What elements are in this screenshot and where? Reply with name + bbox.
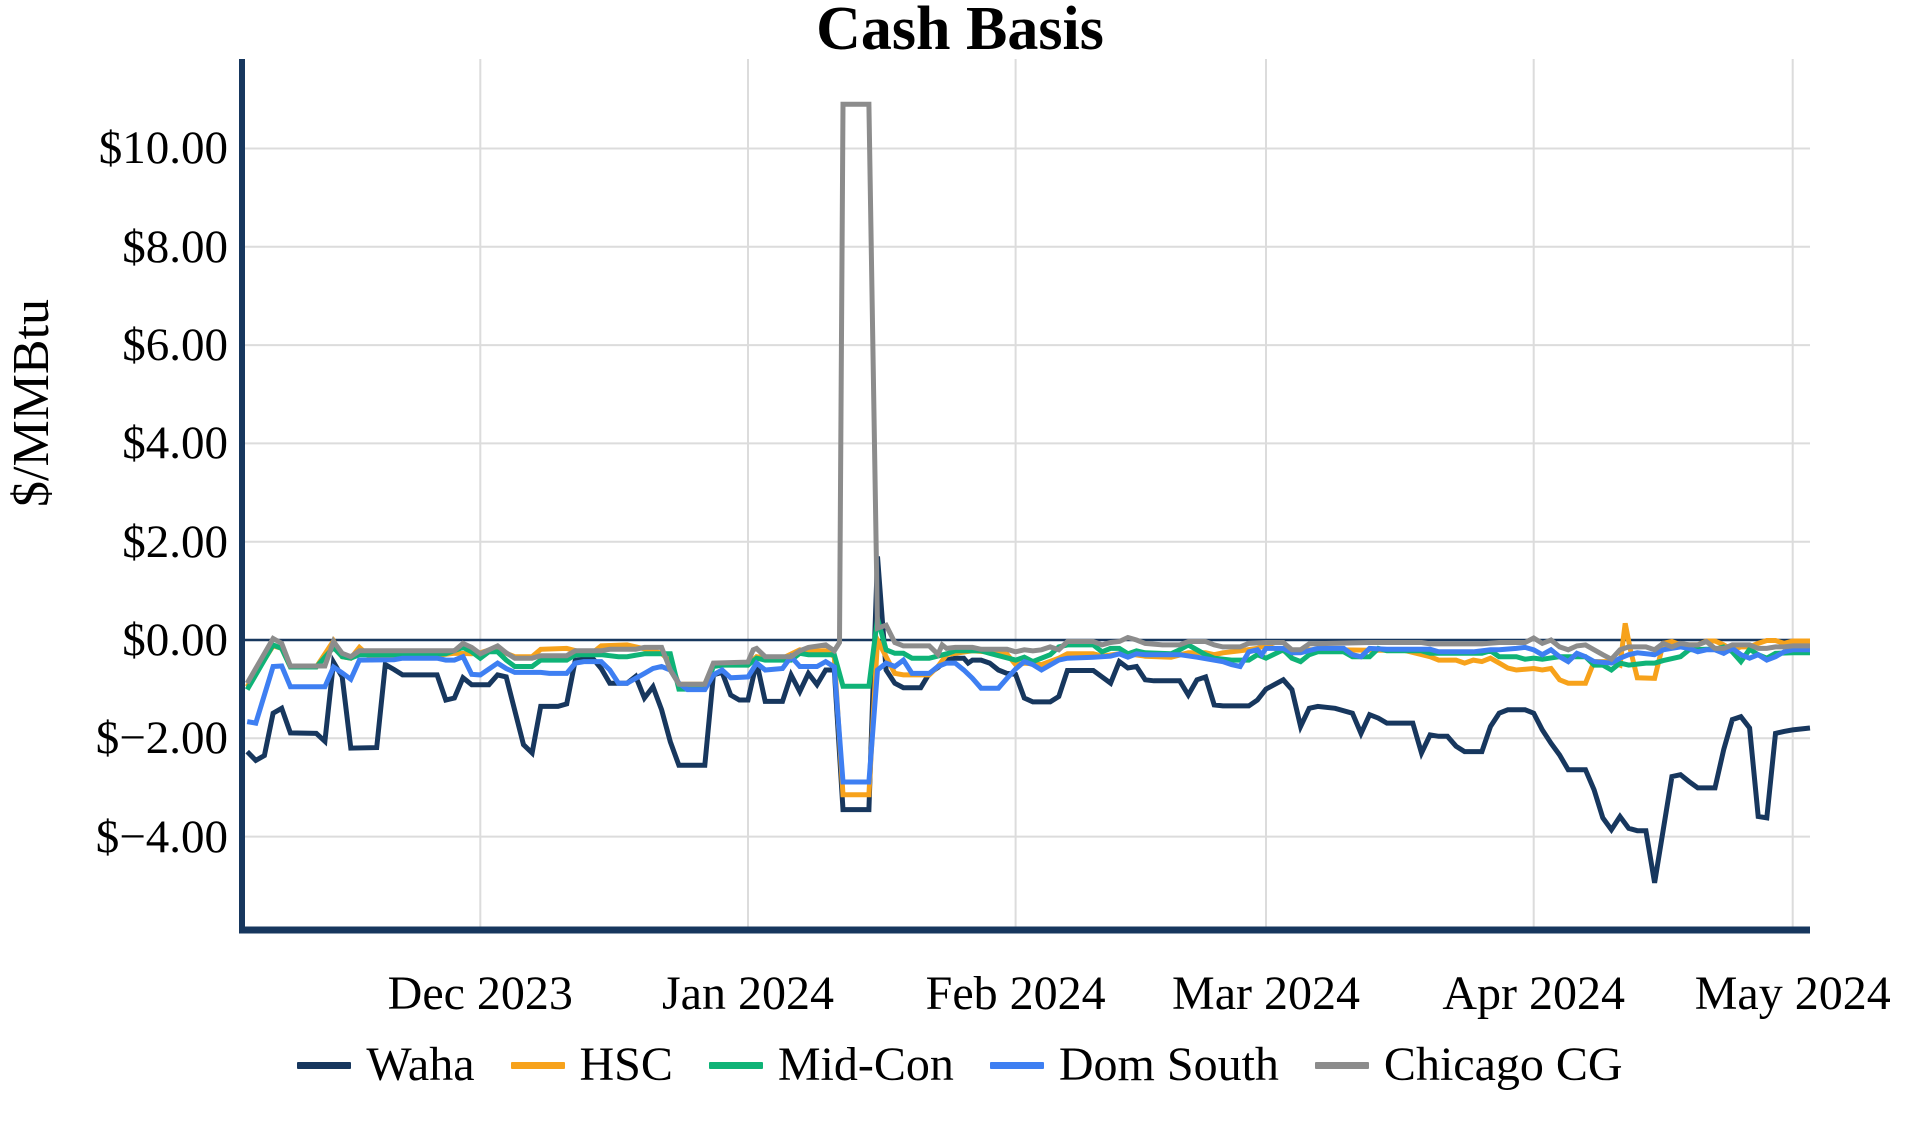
y-tick-label: $0.00	[122, 613, 228, 666]
x-tick-label: Jan 2024	[661, 967, 834, 1020]
y-tick-label: $6.00	[122, 319, 228, 372]
legend-swatch-hsc	[510, 1061, 565, 1069]
series-line-waha	[245, 556, 1811, 884]
x-tick-label: Dec 2023	[387, 967, 573, 1020]
x-tick-label: Feb 2024	[925, 967, 1106, 1020]
legend-item-midcon: Mid-Con	[708, 1036, 954, 1094]
legend-label-midcon: Mid-Con	[777, 1038, 954, 1091]
legend: Waha HSC Mid-Con Dom South Chicago CG	[0, 1036, 1920, 1094]
x-tick-label: Apr 2024	[1442, 967, 1626, 1020]
legend-swatch-chicago	[1314, 1061, 1369, 1069]
legend-label-waha: Waha	[366, 1038, 475, 1091]
y-tick-label: $−4.00	[95, 810, 228, 863]
x-tick-label: Mar 2024	[1172, 967, 1361, 1020]
legend-swatch-waha	[297, 1061, 352, 1069]
series-line-domsouth	[246, 644, 1810, 785]
y-tick-label: $2.00	[122, 515, 228, 568]
series-line-midcon	[245, 617, 1810, 692]
chart-title: Cash Basis	[816, 0, 1104, 63]
legend-item-domsouth: Dom South	[989, 1036, 1279, 1094]
legend-swatch-domsouth	[989, 1061, 1044, 1069]
legend-label-domsouth: Dom South	[1058, 1038, 1279, 1091]
legend-swatch-midcon	[708, 1061, 763, 1069]
y-tick-label: $8.00	[122, 220, 228, 273]
y-tick-label: $10.00	[98, 122, 228, 175]
legend-item-chicago: Chicago CG	[1314, 1036, 1623, 1094]
y-tick-label: $4.00	[122, 417, 228, 470]
legend-label-hsc: HSC	[579, 1038, 673, 1091]
legend-item-hsc: HSC	[510, 1036, 673, 1094]
series-line-chicago	[245, 101, 1810, 687]
y-tick-label: $−2.00	[95, 712, 228, 765]
x-tick-label: May 2024	[1694, 967, 1891, 1020]
legend-label-chicago: Chicago CG	[1383, 1038, 1623, 1091]
legend-item-waha: Waha	[297, 1036, 475, 1094]
